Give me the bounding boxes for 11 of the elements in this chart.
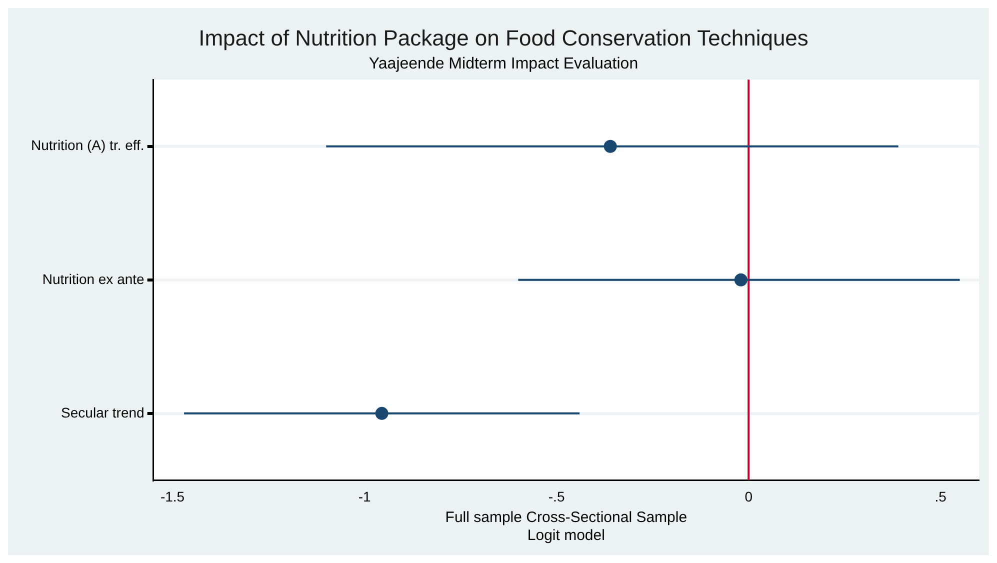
x-tick-label: 0 — [744, 488, 753, 504]
x-tick-label: .5 — [934, 488, 947, 504]
y-tick-label: Nutrition (A) tr. eff. — [30, 137, 144, 154]
y-tick-label: Nutrition ex ante — [42, 270, 145, 287]
y-tick-label: Secular trend — [61, 404, 144, 420]
x-axis-title: Full sample Cross-Sectional Sample Logit model — [445, 509, 688, 544]
chart-title: Impact of Nutrition Package on Food Conservation Techniques — [198, 25, 808, 50]
x-tick-label: -1 — [358, 488, 371, 504]
chart-subtitle: Yaajeende Midterm Impact Evaluation — [368, 55, 638, 72]
x-tick-label: -.5 — [548, 488, 565, 504]
x-tick-label: -1.5 — [160, 488, 185, 504]
